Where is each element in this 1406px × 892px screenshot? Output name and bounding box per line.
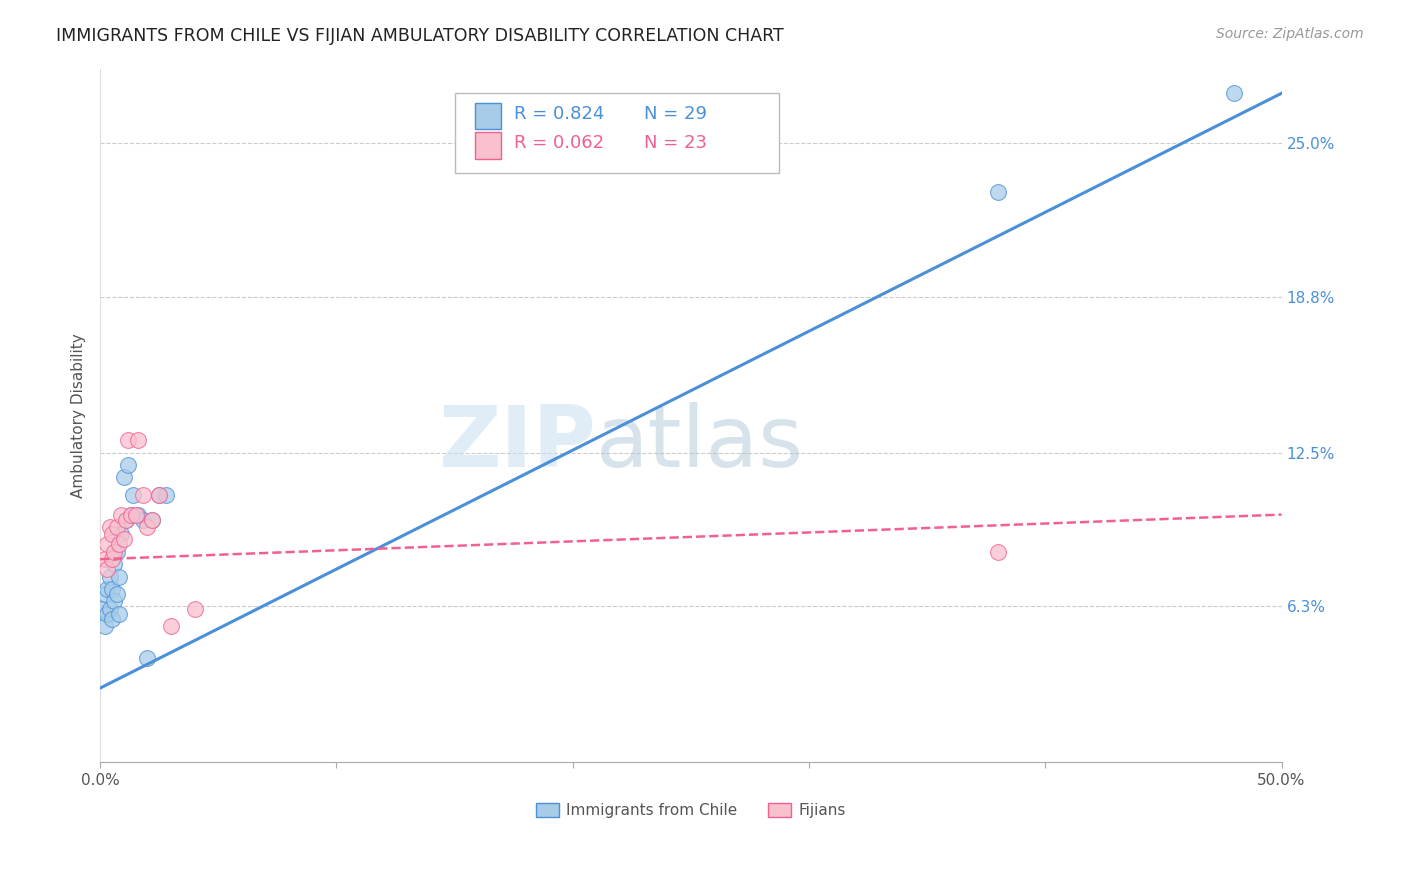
Point [127, 434, 149, 448]
Point [101, 582, 124, 596]
Text: R = 0.824: R = 0.824 [513, 104, 605, 122]
Point [141, 512, 163, 526]
Point [101, 527, 124, 541]
Point [103, 594, 125, 608]
Y-axis label: Ambulatory Disability: Ambulatory Disability [72, 333, 86, 498]
Point [98, 601, 121, 615]
Point [115, 512, 138, 526]
Text: ZIP: ZIP [439, 401, 596, 484]
Point [96, 562, 118, 576]
FancyBboxPatch shape [475, 103, 501, 128]
Point [117, 458, 139, 472]
Point [110, 527, 132, 541]
Point [1223, 87, 1246, 101]
Point [91, 601, 114, 615]
Point [112, 533, 135, 547]
Point [136, 651, 159, 665]
Point [148, 488, 170, 502]
Point [101, 552, 124, 566]
Point [115, 512, 138, 526]
Point [96, 607, 118, 621]
Text: atlas: atlas [596, 401, 804, 484]
Point [120, 508, 142, 522]
Point [183, 601, 205, 615]
Point [94, 552, 117, 566]
FancyBboxPatch shape [475, 132, 501, 159]
Text: R = 0.062: R = 0.062 [513, 135, 603, 153]
Point [987, 545, 1010, 559]
Point [96, 537, 118, 551]
Point [105, 587, 128, 601]
FancyBboxPatch shape [454, 93, 779, 173]
Point [108, 537, 131, 551]
Point [105, 545, 128, 559]
Point [124, 508, 146, 522]
Point [110, 508, 132, 522]
Point [117, 434, 139, 448]
Point [108, 607, 131, 621]
Point [160, 619, 183, 633]
Text: Source: ZipAtlas.com: Source: ZipAtlas.com [1216, 27, 1364, 41]
Point [120, 508, 142, 522]
Legend: Immigrants from Chile, Fijians: Immigrants from Chile, Fijians [530, 797, 852, 824]
Point [131, 512, 153, 526]
Point [98, 569, 121, 583]
Text: N = 29: N = 29 [644, 104, 707, 122]
Text: N = 23: N = 23 [644, 135, 707, 153]
Point [96, 582, 118, 596]
Point [94, 619, 117, 633]
Point [122, 488, 145, 502]
Point [103, 557, 125, 571]
Point [155, 488, 177, 502]
Point [112, 470, 135, 484]
Point [101, 612, 124, 626]
Point [103, 545, 125, 559]
Point [987, 186, 1010, 200]
Text: IMMIGRANTS FROM CHILE VS FIJIAN AMBULATORY DISABILITY CORRELATION CHART: IMMIGRANTS FROM CHILE VS FIJIAN AMBULATO… [56, 27, 785, 45]
Point [131, 488, 153, 502]
Point [94, 587, 117, 601]
Point [136, 520, 159, 534]
Point [127, 508, 149, 522]
Point [105, 520, 128, 534]
Point [148, 488, 170, 502]
Point [108, 569, 131, 583]
Point [98, 520, 121, 534]
Point [141, 512, 163, 526]
